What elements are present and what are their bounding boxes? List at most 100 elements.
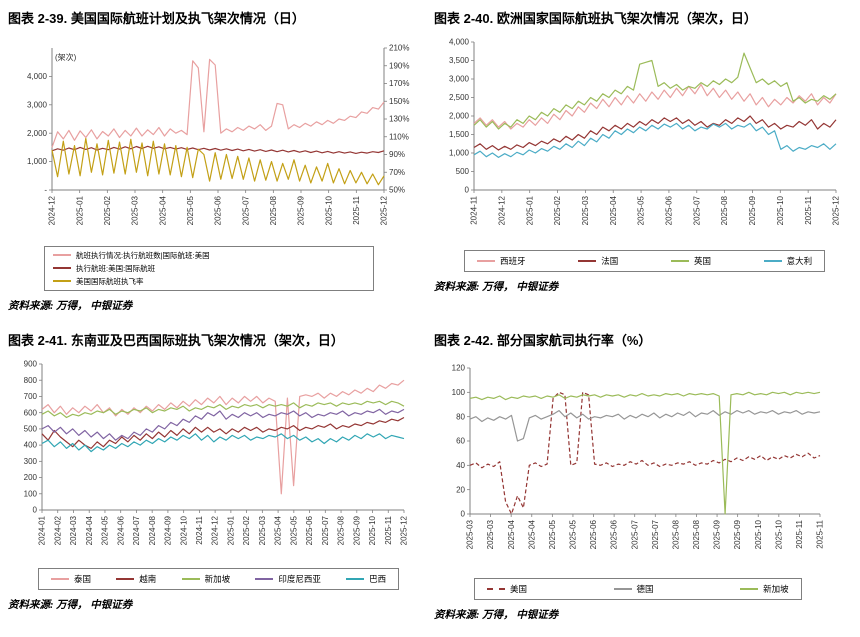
legend-label: 新加坡 xyxy=(204,573,231,584)
svg-text:2025-12: 2025-12 xyxy=(832,195,841,225)
svg-text:2025-11: 2025-11 xyxy=(795,519,804,548)
svg-text:4,000: 4,000 xyxy=(27,72,48,81)
svg-text:130%: 130% xyxy=(389,114,409,123)
svg-text:2025-10: 2025-10 xyxy=(774,519,783,549)
svg-text:2025-07: 2025-07 xyxy=(651,519,660,549)
legend-label: 意大利 xyxy=(786,255,813,266)
svg-text:2025-01: 2025-01 xyxy=(226,515,235,545)
svg-text:2025-10: 2025-10 xyxy=(776,195,785,225)
svg-text:2024-11: 2024-11 xyxy=(470,195,479,224)
legend-label: 越南 xyxy=(139,573,157,584)
legend-label: 新加坡 xyxy=(763,583,789,594)
svg-text:2025-07: 2025-07 xyxy=(692,195,701,225)
svg-text:2025-03: 2025-03 xyxy=(581,195,590,225)
legend-item: 巴西 xyxy=(346,573,386,585)
svg-text:2025-03: 2025-03 xyxy=(486,519,495,549)
line-chart-us-intl-flights: - 1,000 2,000 3,000 4,000 50% 70% 90% 110% 130% 15… xyxy=(27,43,410,225)
chart-legend-2-39: 航班执行情况:执行航班数|国际航班:美国 执行航班:美国:国际航班 美国国际航班执飞… xyxy=(44,245,374,291)
svg-text:500: 500 xyxy=(24,424,38,433)
svg-text:2024-11: 2024-11 xyxy=(195,515,204,544)
svg-text:2024-03: 2024-03 xyxy=(69,515,78,545)
legend-line-swatch xyxy=(116,577,135,580)
svg-text:2025-06: 2025-06 xyxy=(610,519,619,549)
svg-text:4,000: 4,000 xyxy=(449,37,470,46)
legend-item: 西班牙 xyxy=(477,255,526,267)
svg-text:2025-08: 2025-08 xyxy=(671,519,680,549)
legend-label: 美国 xyxy=(510,583,528,594)
legend-item: 意大利 xyxy=(763,255,813,267)
svg-text:2025-09: 2025-09 xyxy=(297,195,306,225)
svg-text:1,000: 1,000 xyxy=(449,148,470,157)
panel-airline-execution-rate: 图表 2-42. 部分国家航司执行率（%） 0 20 40 60 80 100 120 202… xyxy=(434,326,860,622)
legend-line-swatch xyxy=(53,280,71,283)
legend-line-swatch xyxy=(477,259,495,262)
svg-text:2025-04: 2025-04 xyxy=(527,519,536,549)
legend-line-swatch xyxy=(53,254,71,257)
svg-text:2025-06: 2025-06 xyxy=(214,195,223,225)
svg-text:2025-01: 2025-01 xyxy=(525,195,534,225)
legend-item: 法国 xyxy=(578,255,618,267)
line-chart-sea-brazil-flights: 0 100 200 300 400 500 600 700 800 900 2024-01 2024-… xyxy=(24,359,409,545)
legend-line-swatch xyxy=(613,587,632,590)
svg-text:2025-04: 2025-04 xyxy=(507,519,516,549)
svg-text:2025-03: 2025-03 xyxy=(466,519,475,549)
svg-text:2024-05: 2024-05 xyxy=(101,515,110,545)
legend-item: 美国 xyxy=(487,583,527,595)
svg-text:2024-02: 2024-02 xyxy=(53,515,62,545)
svg-text:2025-07: 2025-07 xyxy=(241,195,250,225)
svg-text:2025-12: 2025-12 xyxy=(380,195,389,225)
svg-text:800: 800 xyxy=(24,375,38,384)
svg-text:2025-05: 2025-05 xyxy=(569,519,578,549)
svg-text:2025-06: 2025-06 xyxy=(589,519,598,549)
legend-item: 德国 xyxy=(613,583,654,595)
svg-text:2024-09: 2024-09 xyxy=(164,515,173,545)
legend-line-swatch xyxy=(670,259,689,262)
svg-text:2024-12: 2024-12 xyxy=(211,515,220,545)
svg-text:2024-06: 2024-06 xyxy=(116,515,125,545)
svg-text:500: 500 xyxy=(456,167,470,176)
svg-text:2025-04: 2025-04 xyxy=(609,195,618,225)
svg-text:210%: 210% xyxy=(389,43,409,52)
svg-text:1,500: 1,500 xyxy=(449,130,470,139)
legend-item: 执行航班:美国:国际航班 xyxy=(53,263,365,274)
svg-text:2025-09: 2025-09 xyxy=(713,519,722,549)
svg-text:110%: 110% xyxy=(389,132,409,141)
line-chart-airline-execution-rate: 0 20 40 60 80 100 120 2025-03 2025-03 2025-04 2025… xyxy=(452,363,825,549)
legend-item: 航班执行情况:执行航班数|国际航班:美国 xyxy=(53,250,365,261)
panel-europe-flights: 图表 2-40. 欧洲国家国际航班执飞架次情况（架次，日） 0 500 1,000 1… xyxy=(434,4,860,326)
svg-text:120: 120 xyxy=(452,363,466,372)
svg-text:2025-09: 2025-09 xyxy=(733,519,742,549)
svg-text:2024-10: 2024-10 xyxy=(179,515,188,545)
legend-item: 印度尼西亚 xyxy=(255,573,321,585)
legend-line-swatch xyxy=(346,577,365,580)
legend-line-swatch xyxy=(53,267,71,270)
source-note-2-39: 资料来源: 万得， 中银证券 xyxy=(8,300,133,312)
chart-title-2-42: 图表 2-42. 部分国家航司执行率（%） xyxy=(434,333,652,348)
svg-text:2025-08: 2025-08 xyxy=(692,519,701,549)
svg-text:2024-01: 2024-01 xyxy=(38,515,47,545)
legend-label: 执行航班:美国:国际航班 xyxy=(76,263,156,273)
svg-text:2025-07: 2025-07 xyxy=(630,519,639,549)
svg-text:150%: 150% xyxy=(389,96,409,105)
legend-line-swatch xyxy=(578,259,597,262)
svg-text:40: 40 xyxy=(456,460,465,469)
svg-text:600: 600 xyxy=(24,408,38,417)
legend-label: 航班执行情况:执行航班数|国际航班:美国 xyxy=(76,250,210,260)
svg-text:2024-07: 2024-07 xyxy=(132,515,141,545)
svg-text:2025-04: 2025-04 xyxy=(158,195,167,225)
svg-text:2025-05: 2025-05 xyxy=(186,195,195,225)
legend-item: 越南 xyxy=(116,573,156,585)
legend-item: 新加坡 xyxy=(740,583,789,595)
svg-text:2024-12: 2024-12 xyxy=(48,195,57,225)
legend-line-swatch xyxy=(255,577,274,580)
svg-text:2025-05: 2025-05 xyxy=(548,519,557,549)
chart-legend-2-40: 西班牙 法国 英国 意大利 xyxy=(464,249,826,272)
svg-text:2025-05: 2025-05 xyxy=(289,515,298,545)
svg-text:2025-06: 2025-06 xyxy=(665,195,674,225)
svg-text:2,000: 2,000 xyxy=(449,111,470,120)
svg-text:70%: 70% xyxy=(389,167,405,176)
svg-text:100: 100 xyxy=(452,387,466,396)
svg-text:170%: 170% xyxy=(389,79,409,88)
legend-line-swatch xyxy=(487,587,505,590)
source-note-2-42: 资料来源: 万得， 中银证券 xyxy=(434,609,559,621)
